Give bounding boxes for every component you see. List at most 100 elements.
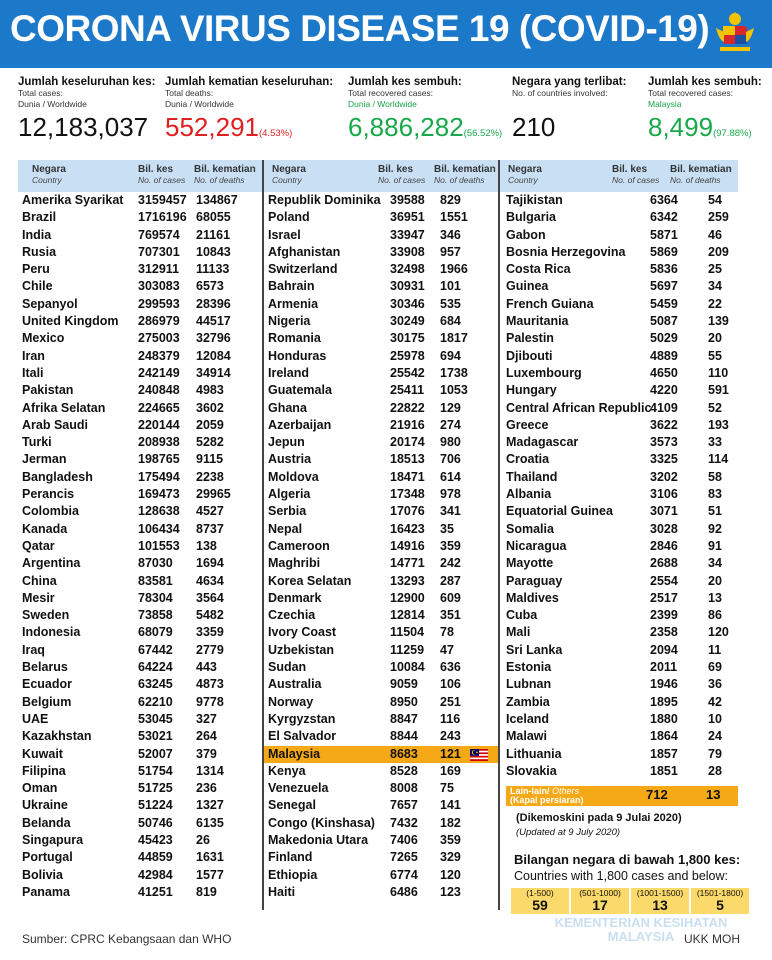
country-name: Peru [22, 262, 50, 277]
country-name: Portugal [22, 850, 73, 865]
table-row: Portugal 44859 1631 [18, 849, 262, 866]
table-row: Honduras 25978 694 [264, 348, 498, 365]
table-row: Sepanyol 299593 28396 [18, 296, 262, 313]
stat-label: Jumlah kes sembuh: [348, 76, 462, 88]
country-name: Malawi [506, 729, 547, 744]
country-name: Cameroon [268, 538, 330, 553]
table-row: Gabon 5871 46 [500, 227, 738, 244]
death-count: 55 [708, 348, 722, 363]
country-name: Sepanyol [22, 296, 78, 311]
country-name: French Guiana [506, 296, 594, 311]
death-count: 58 [708, 469, 722, 484]
header-country: Negara Country [508, 164, 542, 185]
case-count: 6364 [650, 193, 678, 207]
country-name: Luxembourg [506, 365, 582, 380]
country-name: Perancis [22, 487, 75, 502]
country-name: Sweden [22, 608, 70, 623]
country-name: Colombia [22, 504, 79, 519]
death-count: 1314 [196, 763, 224, 778]
country-name: Kuwait [22, 746, 63, 761]
death-count: 11 [708, 642, 722, 657]
table-row: Belarus 64224 443 [18, 659, 262, 676]
death-count: 129 [440, 400, 461, 415]
table-row: Luxembourg 4650 110 [500, 365, 738, 382]
country-name: Belanda [22, 815, 71, 830]
header-deaths: Bil. kematian No. of deaths [670, 164, 732, 185]
case-count: 30931 [390, 279, 425, 294]
case-count: 2688 [650, 556, 678, 571]
stat-sublabel: No. of countries involved: [512, 88, 608, 98]
table-row: Afrika Selatan 224665 3602 [18, 400, 262, 417]
country-name: Oman [22, 781, 58, 796]
death-count: 978 [440, 487, 461, 502]
table-row: Sudan 10084 636 [264, 659, 498, 676]
case-count: 220144 [138, 417, 180, 432]
case-count: 1895 [650, 694, 678, 709]
death-count: 134867 [196, 193, 238, 207]
country-name: Afghanistan [268, 244, 341, 259]
country-name: Switzerland [268, 262, 338, 277]
table-row: Lithuania 1857 79 [500, 746, 738, 763]
death-count: 42 [708, 694, 722, 709]
table-row: UAE 53045 327 [18, 711, 262, 728]
column-divider [262, 160, 264, 910]
table-row: Serbia 17076 341 [264, 503, 498, 520]
country-name: Mayotte [506, 556, 554, 571]
bucket-1501-1800: (1501-1800) 5 [691, 888, 749, 914]
country-name: Norway [268, 694, 314, 709]
death-count: 359 [440, 538, 461, 553]
table-row: Mali 2358 120 [500, 624, 738, 641]
country-table-column-3: Negara Country Bil. kes No. of cases Bil. … [500, 160, 738, 780]
case-count: 5836 [650, 262, 678, 277]
case-count: 1857 [650, 746, 678, 761]
stat-scope: Dunia / Worldwide [18, 99, 87, 109]
header-cases: Bil. kes No. of cases [378, 164, 426, 185]
table-row: Qatar 101553 138 [18, 538, 262, 555]
death-count: 52 [708, 400, 722, 415]
table-row: Congo (Kinshasa) 7432 182 [264, 815, 498, 832]
source-note: Sumber: CPRC Kebangsaan dan WHO [22, 932, 232, 946]
table-row: Poland 36951 1551 [264, 209, 498, 226]
stat-label: Jumlah keseluruhan kes: [18, 76, 156, 88]
below-threshold-heading: Bilangan negara di bawah 1,800 kes: Coun… [514, 852, 740, 883]
death-count: 20 [708, 331, 722, 346]
country-name: Gabon [506, 227, 546, 242]
country-name: Mesir [22, 590, 55, 605]
table-row: Bolivia 42984 1577 [18, 867, 262, 884]
country-name: Bosnia Herzegovina [506, 244, 626, 259]
table-row: Ghana 22822 129 [264, 400, 498, 417]
death-count: 22 [708, 296, 722, 311]
death-count: 91 [708, 538, 722, 553]
case-count: 4650 [650, 365, 678, 380]
stat-total-deaths: Jumlah kematian keseluruhan: Total death… [165, 76, 333, 149]
case-count: 769574 [138, 227, 180, 242]
country-name: Nigeria [268, 314, 311, 329]
country-name: Qatar [22, 538, 55, 553]
country-name: Guatemala [268, 383, 332, 398]
death-count: 2059 [196, 417, 224, 432]
case-count: 18471 [390, 469, 425, 484]
table-row: Slovakia 1851 28 [500, 763, 738, 780]
case-count: 8847 [390, 711, 418, 726]
table-row: French Guiana 5459 22 [500, 296, 738, 313]
table-row: Makedonia Utara 7406 359 [264, 832, 498, 849]
table-row: Kenya 8528 169 [264, 763, 498, 780]
death-count: 236 [196, 781, 217, 796]
stat-scope: Dunia / Worldwide [348, 99, 417, 109]
country-name: Pakistan [22, 383, 74, 398]
table-body: Republik Dominika 39588 829 Poland 36951 1551… [264, 192, 498, 901]
death-count: 21161 [196, 227, 231, 242]
case-count: 1864 [650, 729, 678, 744]
death-count: 259 [708, 210, 729, 225]
death-count: 1551 [440, 210, 468, 225]
country-name: Bangladesh [22, 469, 93, 484]
case-count: 2094 [650, 642, 678, 657]
case-count: 36951 [390, 210, 425, 225]
table-header: Negara Country Bil. kes No. of cases Bil. … [264, 160, 498, 192]
case-count: 240848 [138, 383, 180, 398]
case-count: 312911 [138, 262, 180, 277]
death-count: 4873 [196, 677, 224, 692]
table-row: Kanada 106434 8737 [18, 521, 262, 538]
case-count: 45423 [138, 832, 173, 847]
case-count: 3106 [650, 487, 678, 502]
